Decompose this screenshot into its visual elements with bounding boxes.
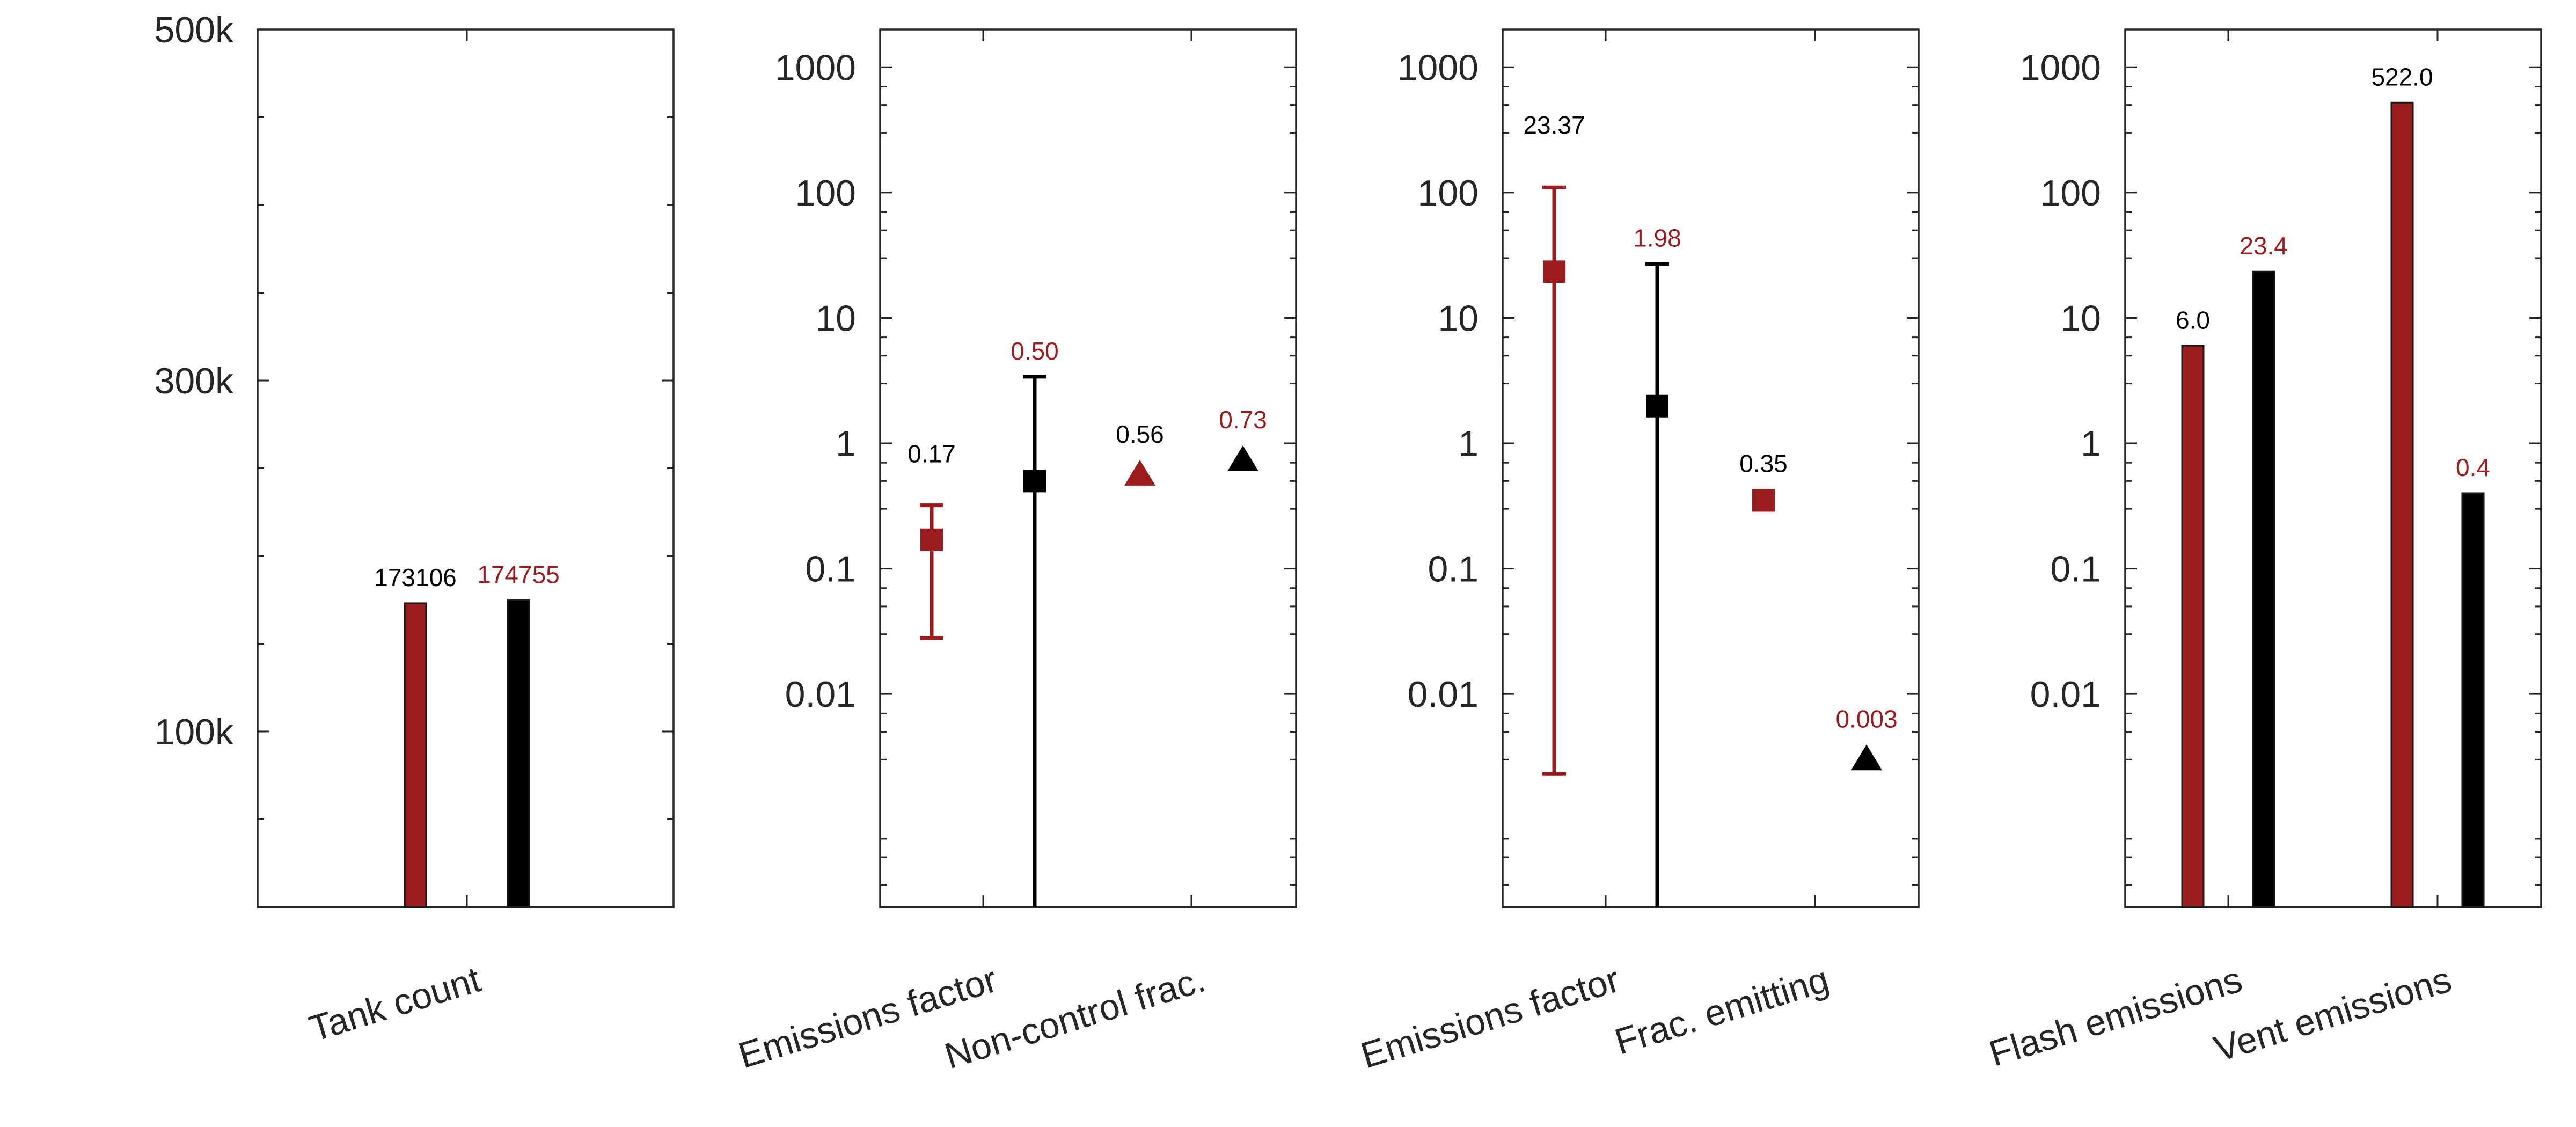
point-non-control-frac-red (1124, 459, 1155, 486)
y-tick-label: 300k (155, 361, 234, 401)
y-tick-label: 1 (2081, 423, 2101, 464)
panel-tank-count: 100k 300k 500k Tank count 173106 174755 (155, 10, 675, 1050)
category-label-vent-emissions: Vent emissions (2209, 959, 2456, 1070)
data-label-emissions-factor-red: 0.17 (908, 440, 956, 468)
point-emissions-factor-red (920, 528, 943, 551)
category-label-emissions-factor: Emissions factor (1356, 959, 1624, 1077)
y-tick-label: 0.1 (2050, 549, 2101, 590)
y-tick-label: 1000 (775, 47, 856, 88)
y-tick-label: 0.01 (785, 674, 856, 715)
y-tick-label: 500k (155, 10, 234, 50)
bar-flash-emissions-red (2181, 345, 2205, 908)
point-non-control-frac-black (1227, 445, 1258, 471)
y-tick-label: 0.01 (2030, 674, 2101, 715)
category-label-tank-count: Tank count (305, 959, 486, 1050)
data-label-frac-emitting-red: 0.35 (1739, 450, 1788, 478)
point-frac-emitting-red (1752, 489, 1775, 512)
y-tick-label: 100 (2040, 173, 2101, 214)
plot-frame (1502, 28, 1920, 908)
y-tick-label: 1000 (1397, 47, 1479, 88)
bar-tank-count-black (507, 599, 530, 908)
data-label-vent-emissions-red: 522.0 (2371, 63, 2433, 91)
bar-flash-emissions-black (2252, 270, 2275, 908)
y-tick-label: 0.1 (805, 549, 856, 590)
y-tick-label: 10 (2060, 298, 2101, 339)
data-label-flash-emissions-black: 23.4 (2240, 232, 2288, 260)
bar-tank-count-red (404, 602, 427, 908)
data-label-non-control-frac-red: 0.56 (1116, 420, 1164, 448)
data-label-frac-emitting-black: 0.003 (1835, 705, 1897, 733)
y-tick-label: 1 (1458, 423, 1479, 464)
data-label-tank-count-black: 174755 (477, 561, 560, 589)
point-emissions-factor-black (1023, 470, 1046, 493)
data-label-emissions-factor-red: 23.37 (1523, 111, 1585, 139)
bar-vent-emissions-red (2390, 101, 2414, 908)
bar-vent-emissions-black (2461, 492, 2485, 908)
data-label-tank-count-red: 173106 (374, 564, 457, 591)
y-tick-label: 100 (1418, 173, 1479, 214)
y-tick-label: 100 (795, 173, 856, 214)
y-tick-label: 1 (836, 423, 856, 464)
category-label-flash-emissions: Flash emissions (1985, 959, 2246, 1074)
point-emissions-factor-black (1646, 394, 1668, 418)
plot-frame (879, 28, 1297, 908)
data-label-emissions-factor-black: 1.98 (1633, 224, 1681, 252)
y-tick-label: 0.1 (1428, 549, 1479, 590)
y-tick-label: 10 (1438, 298, 1479, 339)
plot-frame (257, 28, 675, 908)
y-tick-label: 100k (155, 712, 234, 752)
plot-frame (2124, 28, 2542, 908)
data-label-vent-emissions-black: 0.4 (2456, 453, 2490, 481)
point-frac-emitting-black (1851, 744, 1882, 771)
category-label-frac-emitting: Frac. emitting (1610, 959, 1833, 1063)
data-label-emissions-factor-black: 0.50 (1011, 337, 1059, 365)
y-tick-label: 10 (815, 298, 856, 339)
y-tick-label: 1000 (2020, 47, 2101, 88)
data-label-flash-emissions-red: 6.0 (2176, 306, 2210, 334)
point-emissions-factor-red (1543, 260, 1565, 283)
y-tick-label: 0.01 (1408, 674, 1479, 715)
data-label-non-control-frac-black: 0.73 (1219, 406, 1267, 434)
